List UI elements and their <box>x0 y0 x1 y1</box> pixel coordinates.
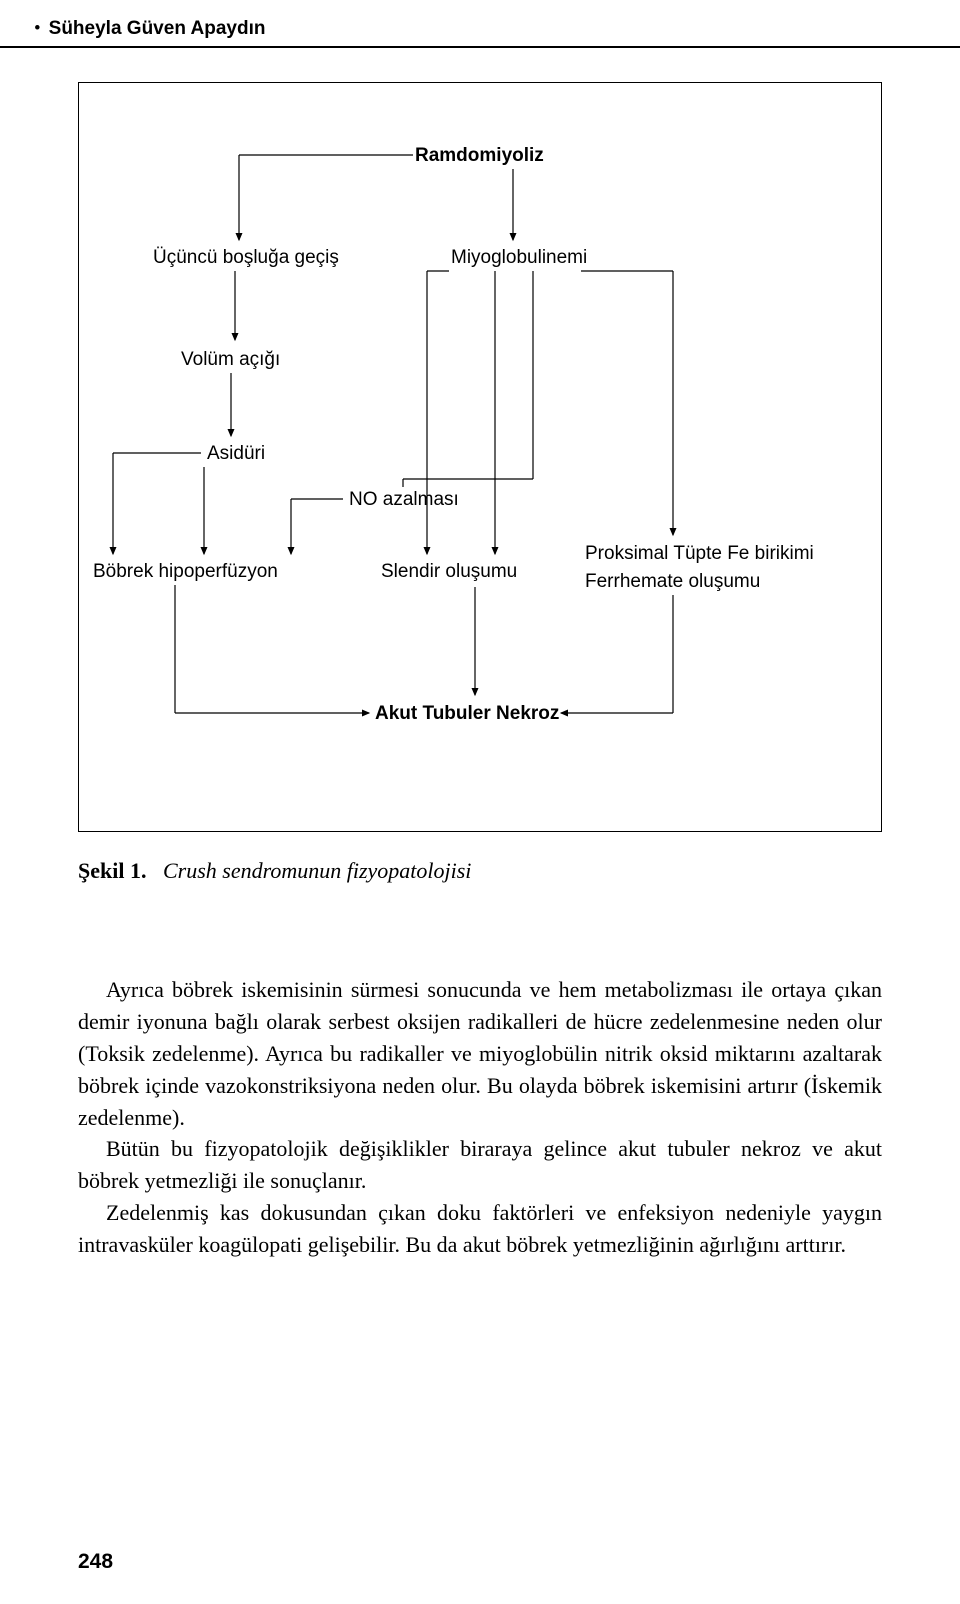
flowchart-container: Ramdomiyoliz Üçüncü boşluğa geçiş Miyoglob… <box>78 82 882 832</box>
flowchart-node-no_azalmasi: NO azalması <box>349 489 459 511</box>
flowchart-node-ucuncu: Üçüncü boşluğa geçiş <box>153 247 339 269</box>
flowchart-node-miyoglobulinemi: Miyoglobulinemi <box>451 247 587 269</box>
figure-label: Şekil 1. <box>78 858 146 883</box>
figure-title: Crush sendromunun fizyopatolojisi <box>163 858 471 883</box>
flowchart-node-ferrhemate: Ferrhemate oluşumu <box>585 571 760 593</box>
flowchart-node-proksimal: Proksimal Tüpte Fe birikimi <box>585 543 814 565</box>
flowchart-node-asiduri: Asidüri <box>207 443 265 465</box>
flowchart-node-bobrek_hipo: Böbrek hipoperfüzyon <box>93 561 278 583</box>
paragraph-3: Zedelenmiş kas dokusundan çıkan doku fak… <box>78 1197 882 1261</box>
figure-caption: Şekil 1. Crush sendromunun fizyopatoloji… <box>78 858 882 884</box>
flowchart-node-volum: Volüm açığı <box>181 349 280 371</box>
paragraph-1: Ayrıca böbrek iskemisinin sürmesi sonucu… <box>78 974 882 1133</box>
author-name: Süheyla Güven Apaydın <box>49 18 266 39</box>
flowchart-node-akut: Akut Tubuler Nekroz <box>375 703 559 725</box>
flowchart-node-ramdomiyoliz: Ramdomiyoliz <box>415 145 544 167</box>
page-number: 248 <box>78 1550 113 1574</box>
flowchart-node-slendir: Slendir oluşumu <box>381 561 517 583</box>
page-header: • Süheyla Güven Apaydın <box>0 0 960 48</box>
body-text: Ayrıca böbrek iskemisinin sürmesi sonucu… <box>78 974 882 1261</box>
paragraph-2: Bütün bu fizyopatolojik değişiklikler bi… <box>78 1133 882 1197</box>
header-bullet: • <box>34 18 41 39</box>
